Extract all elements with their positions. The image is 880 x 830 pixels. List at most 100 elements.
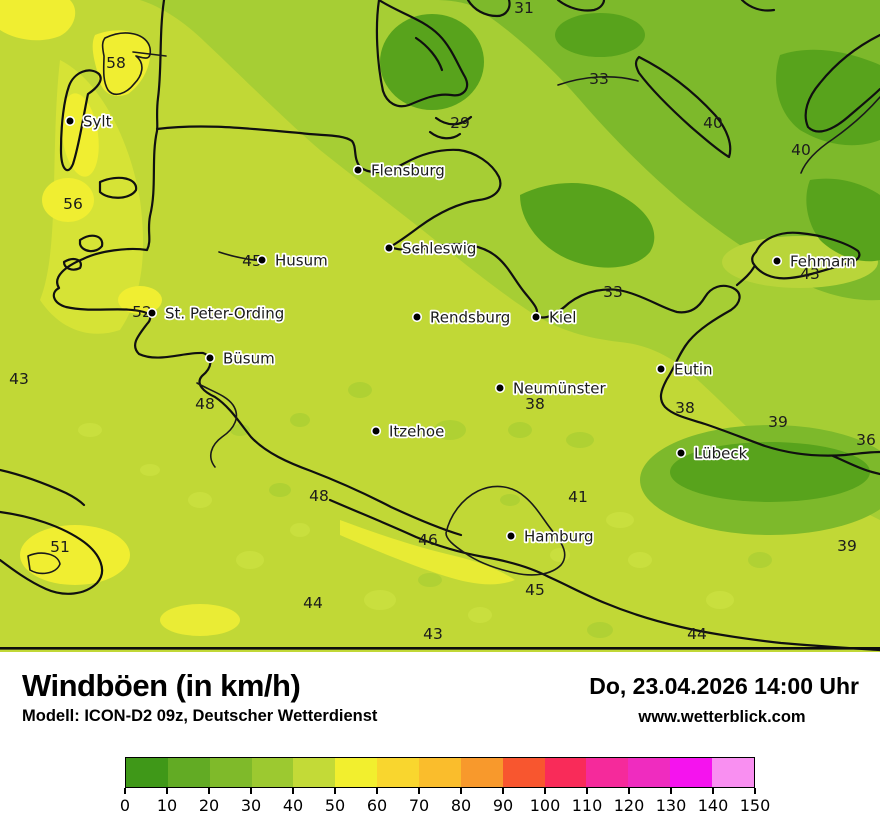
city-marker-dot (352, 164, 364, 176)
model-info: Modell: ICON-D2 09z, Deutscher Wetterdie… (22, 707, 378, 725)
city-label: Hamburg (524, 528, 594, 546)
region-dark-green-kielbay (520, 182, 655, 268)
colorbar-tick-label: 100 (529, 796, 561, 815)
region-dark-green-als (380, 14, 484, 110)
contour-value-label: 48 (309, 487, 329, 505)
city-label: Schleswig (402, 240, 476, 258)
city-label: Rendsburg (430, 309, 510, 327)
city-label: Neumünster (513, 380, 607, 398)
city-label: St. Peter-Ording (165, 305, 284, 323)
map-bottom-border (0, 647, 880, 650)
colorbar-tick-mark (124, 788, 126, 794)
colorbar-tick-label: 20 (198, 796, 220, 815)
contour-value-label: 48 (195, 395, 215, 413)
city-label: Sylt (83, 113, 112, 131)
contour-value-label: 38 (675, 399, 695, 417)
colorbar-segment (209, 758, 252, 787)
map-canvas: 58 31 33 29 40 40 56 45 43 33 52 43 48 38 38 39 36 48 41 46… (0, 0, 880, 652)
map-speckles-light (78, 423, 734, 623)
wind-speed-colorbar (125, 757, 755, 788)
city-label: Lübeck (694, 445, 748, 463)
colorbar-segment (712, 758, 754, 787)
colorbar-segment (251, 758, 294, 787)
contour-value-label: 44 (687, 625, 707, 643)
region-mid-green (430, 0, 880, 301)
contour-value-label: 51 (50, 538, 70, 556)
region-dark-green-se (670, 442, 870, 502)
contour-value-label: 31 (514, 0, 534, 17)
city-marker-dot (64, 115, 76, 127)
contour-value-label: 45 (525, 581, 545, 599)
colorbar-tick-label: 90 (492, 796, 514, 815)
contour-value-label: 43 (9, 370, 29, 388)
contour-value-label: 44 (303, 594, 323, 612)
colorbar-segment (167, 758, 210, 787)
contour-value-label: 40 (703, 114, 723, 132)
contour-value-label: 56 (63, 195, 83, 213)
city-label: Fehmarn (790, 253, 856, 271)
contour-value-label: 43 (423, 625, 443, 643)
page-title: Windböen (in km/h) (22, 668, 301, 703)
colorbar-tick-label: 30 (240, 796, 262, 815)
city-marker-dot (411, 311, 423, 323)
city-label: Kiel (549, 309, 576, 327)
region-dark-green-top (555, 13, 645, 57)
contour-value-label: 43 (800, 265, 820, 283)
contour-value-label: 33 (589, 70, 609, 88)
contour-labels-layer: 58 31 33 29 40 40 56 45 43 33 52 43 48 38 38 39 36 48 41 46… (9, 0, 876, 643)
contour-value-label: 58 (106, 54, 126, 72)
colorbar-tick-label: 70 (408, 796, 430, 815)
colorbar-tick-mark (502, 788, 504, 794)
colorbar-tick-mark (670, 788, 672, 794)
contour-value-label: 39 (768, 413, 788, 431)
city-marker-dot (383, 242, 395, 254)
map-speckles-green (230, 382, 772, 638)
colorbar-tick-label: 60 (366, 796, 388, 815)
colorbar-tick-mark (754, 788, 756, 794)
website-url: www.wetterblick.com (638, 708, 806, 726)
city-marker-dot (655, 363, 667, 375)
contour-value-label: 40 (791, 141, 811, 159)
region-dark-green-east (806, 178, 880, 262)
colorbar-tick-mark (628, 788, 630, 794)
colorbar-segment (126, 758, 168, 787)
city-marker-dot (505, 530, 517, 542)
colorbar-segment (670, 758, 713, 787)
colorbar-segment (460, 758, 503, 787)
contour-value-label: 45 (242, 252, 262, 270)
colorbar-tick-label: 40 (282, 796, 304, 815)
colorbar-tick-mark (544, 788, 546, 794)
city-label: Büsum (223, 350, 275, 368)
colorbar-segment (335, 758, 378, 787)
colorbar-tick-label: 140 (697, 796, 729, 815)
colorbar-tick-mark (376, 788, 378, 794)
colorbar-segment (628, 758, 671, 787)
city-marker-dot (771, 255, 783, 267)
contour-value-label: 33 (603, 283, 623, 301)
colorbar-tick-mark (334, 788, 336, 794)
colorbar-tick-label: 120 (613, 796, 645, 815)
city-marker-dot (494, 382, 506, 394)
colorbar-segment (419, 758, 461, 787)
colorbar-tick-mark (250, 788, 252, 794)
colorbar-segment (377, 758, 420, 787)
colorbar-tick-label: 130 (655, 796, 687, 815)
colorbar-tick-mark (460, 788, 462, 794)
city-label: Flensburg (371, 162, 445, 180)
city-marker-dot (370, 425, 382, 437)
city-label: Husum (275, 252, 328, 270)
city-marker-dot (204, 352, 216, 364)
city-label: Eutin (674, 361, 713, 379)
colorbar-tick-label: 110 (571, 796, 603, 815)
colorbar-tick-mark (712, 788, 714, 794)
contour-value-label: 52 (132, 303, 152, 321)
colorbar-tick-mark (418, 788, 420, 794)
city-label: Itzehoe (389, 423, 444, 441)
city-labels-layer: Sylt Flensburg Schleswig Husum Fehmarn St. Pe… (64, 111, 857, 547)
colorbar-tick-label: 150 (739, 796, 771, 815)
contour-value-label: 39 (837, 537, 857, 555)
region-dark-green-ne (776, 49, 880, 146)
city-marker-dot (675, 447, 687, 459)
wind-gust-map: 58 31 33 29 40 40 56 45 43 33 52 43 48 38 38 39 36 48 41 46… (0, 0, 880, 652)
